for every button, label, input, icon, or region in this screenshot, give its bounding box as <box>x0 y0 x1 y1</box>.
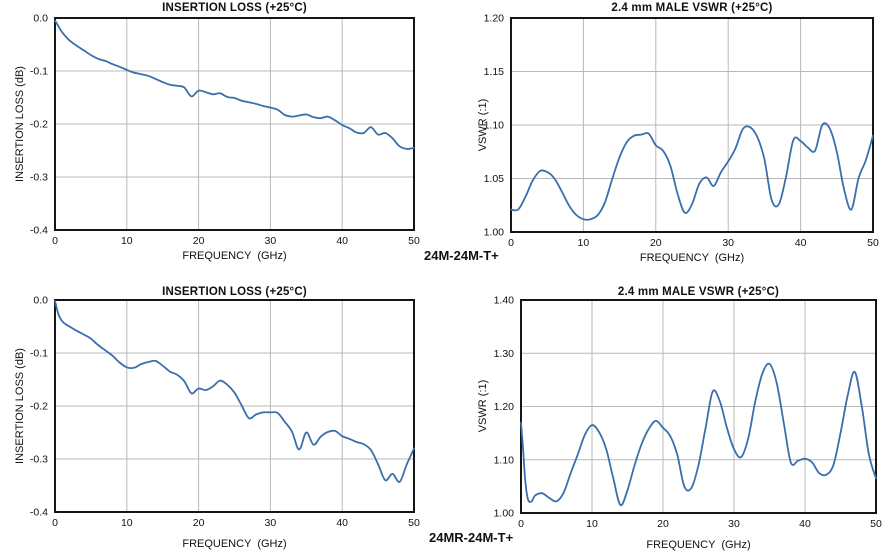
svg-text:-0.2: -0.2 <box>30 119 48 131</box>
svg-text:0: 0 <box>52 517 58 529</box>
svg-text:10: 10 <box>578 237 590 249</box>
chart-title: INSERTION LOSS (+25°C) <box>162 286 307 298</box>
svg-text:-0.4: -0.4 <box>30 507 48 519</box>
svg-text:10: 10 <box>121 235 133 247</box>
svg-text:1.10: 1.10 <box>484 120 505 132</box>
svg-text:1.05: 1.05 <box>484 173 505 185</box>
svg-text:50: 50 <box>870 518 882 530</box>
svg-text:-0.2: -0.2 <box>30 401 48 413</box>
svg-text:-0.3: -0.3 <box>30 172 48 184</box>
svg-text:40: 40 <box>336 235 348 247</box>
svg-text:0: 0 <box>518 518 524 530</box>
svg-text:0: 0 <box>508 237 514 249</box>
svg-text:10: 10 <box>121 517 133 529</box>
svg-text:1.30: 1.30 <box>494 348 515 360</box>
svg-text:30: 30 <box>265 517 277 529</box>
x-axis-title: FREQUENCY (GHz) <box>182 538 287 550</box>
vswr-plot-24mr: 1.40 1.30 1.20 1.10 1.000 10 20 30 40 50 <box>494 295 882 531</box>
x-axis-title: FREQUENCY (GHz) <box>182 250 287 262</box>
svg-text:1.00: 1.00 <box>484 227 505 239</box>
svg-text:40: 40 <box>336 517 348 529</box>
svg-text:1.40: 1.40 <box>494 295 515 307</box>
svg-text:1.20: 1.20 <box>494 401 515 413</box>
svg-text:-0.1: -0.1 <box>30 348 48 360</box>
insertion-loss-plot-24m: 0.0 -0.1 -0.2 -0.3 -0.4 0 10 20 30 40 50 <box>30 13 420 248</box>
svg-text:30: 30 <box>728 518 740 530</box>
insertion-loss-plot-24mr: 0.0 -0.1 -0.2 -0.3 -0.4 0 10 20 30 40 50 <box>30 295 420 530</box>
chart-title: 2.4 mm MALE VSWR (+25°C) <box>611 2 773 14</box>
svg-text:1.00: 1.00 <box>494 508 515 520</box>
chart-insertion-loss-24m: INSERTION LOSS (+25°C) INSERTION LOSS (d… <box>0 0 443 277</box>
part-number-label-24mr-24m-t: 24MR-24M-T+ <box>429 530 514 545</box>
x-axis-title: FREQUENCY (GHz) <box>646 539 751 551</box>
chart-vswr-24m: 2.4 mm MALE VSWR (+25°C) VSWR (:1) 1.20 1… <box>443 0 886 277</box>
svg-text:20: 20 <box>193 517 205 529</box>
svg-text:20: 20 <box>650 237 662 249</box>
svg-text:1.20: 1.20 <box>484 13 505 25</box>
svg-text:30: 30 <box>722 237 734 249</box>
svg-text:1.15: 1.15 <box>484 66 505 78</box>
svg-text:0.0: 0.0 <box>33 13 48 25</box>
svg-text:40: 40 <box>795 237 807 249</box>
chart-title: INSERTION LOSS (+25°C) <box>162 2 307 14</box>
svg-text:20: 20 <box>193 235 205 247</box>
vswr-plot-24m: 1.20 1.15 1.10 1.05 1.000 10 20 30 40 50 <box>484 13 879 250</box>
svg-text:20: 20 <box>657 518 669 530</box>
svg-text:-0.1: -0.1 <box>30 66 48 78</box>
svg-text:1.10: 1.10 <box>494 454 515 466</box>
svg-text:50: 50 <box>408 517 420 529</box>
svg-text:40: 40 <box>799 518 811 530</box>
part-number-label-24m-24m-t: 24M-24M-T+ <box>424 248 499 263</box>
svg-text:-0.3: -0.3 <box>30 454 48 466</box>
x-axis-title: FREQUENCY (GHz) <box>639 252 745 264</box>
svg-text:50: 50 <box>408 235 420 247</box>
chart-title: 2.4 mm MALE VSWR (+25°C) <box>617 286 780 298</box>
svg-text:0.0: 0.0 <box>33 295 48 307</box>
svg-text:10: 10 <box>586 518 598 530</box>
svg-text:-0.4: -0.4 <box>30 225 48 237</box>
svg-text:50: 50 <box>867 237 879 249</box>
chart-vswr-24mr: 2.4 mm MALE VSWR (+25°C) VSWR (:1) 1.40 1… <box>443 284 886 555</box>
chart-insertion-loss-24mr: INSERTION LOSS (+25°C) INSERTION LOSS (d… <box>0 284 443 555</box>
svg-text:30: 30 <box>265 235 277 247</box>
svg-text:0: 0 <box>52 235 58 247</box>
